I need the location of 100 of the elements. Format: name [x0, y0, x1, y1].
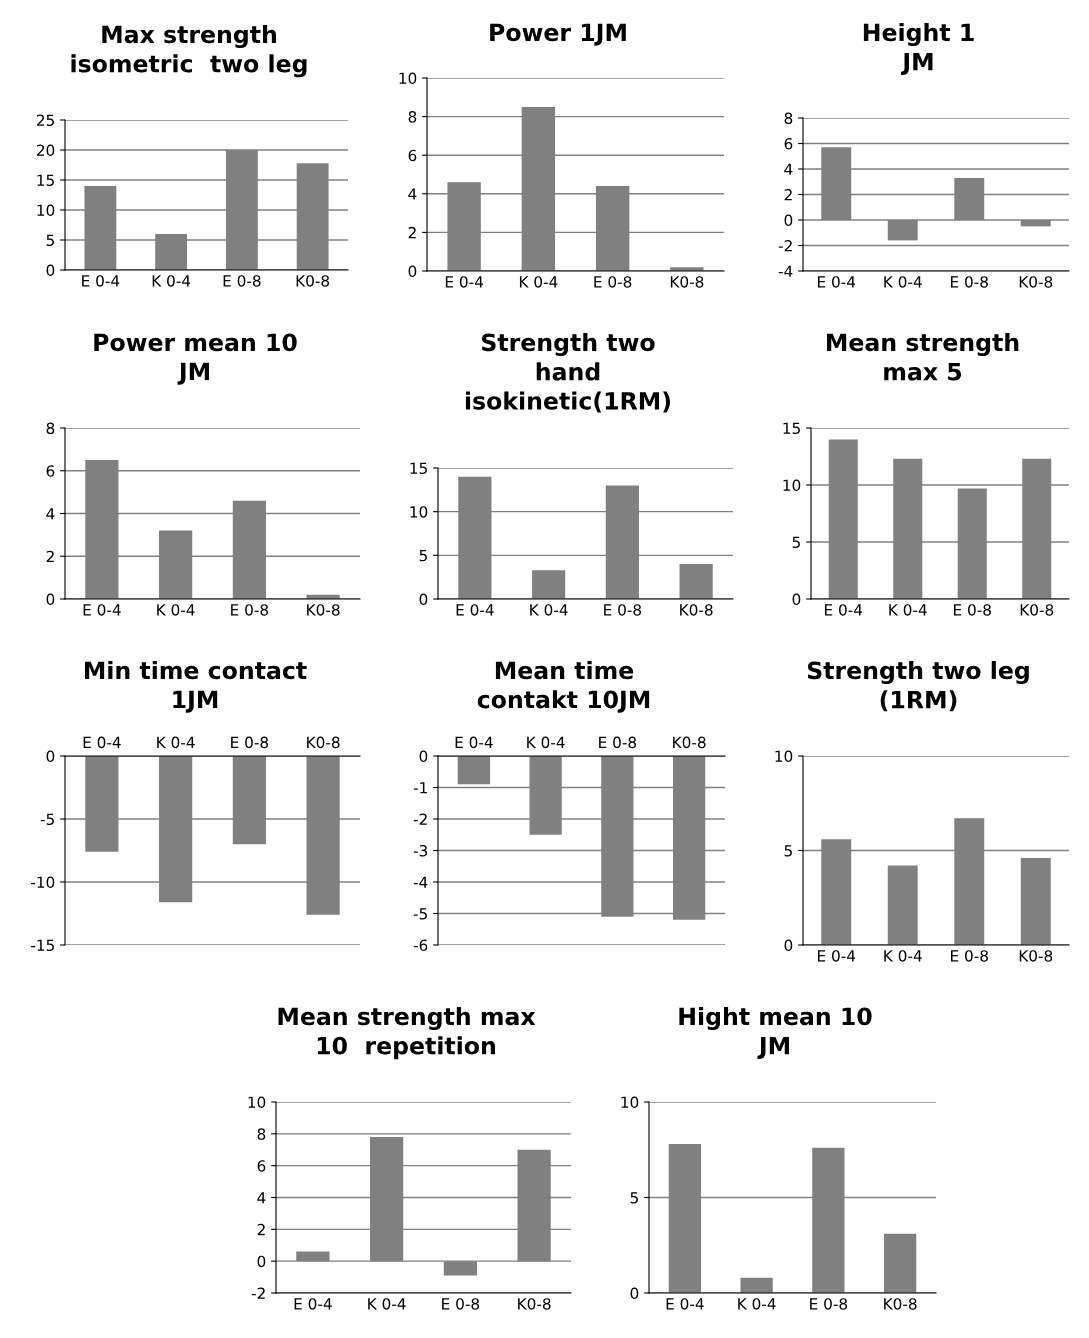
x-tick-label: K 0-4	[530, 604, 568, 616]
y-tick-label: 10	[775, 750, 793, 763]
y-tick-label: 5	[419, 550, 427, 562]
x-tick-label: K 0-4	[157, 736, 195, 749]
y-tick-label: 15	[783, 422, 800, 435]
y-tick-label: 0	[257, 1255, 266, 1268]
y-tick-label: 0	[419, 750, 428, 763]
y-tick-label: 6	[784, 137, 793, 150]
y-tick-label: 4	[46, 508, 55, 520]
x-tick-label: E 0-8	[810, 1298, 848, 1310]
chart-title: Mean strength max 5	[827, 333, 1019, 381]
y-tick-label: 2	[784, 188, 792, 201]
y-tick-label: 2	[408, 226, 416, 239]
bar	[532, 570, 566, 599]
y-tick-label: 25	[36, 114, 54, 127]
y-tick-label: 10	[783, 479, 801, 492]
y-tick-label: 0	[792, 593, 801, 606]
x-tick-label: K 0-4	[884, 276, 922, 288]
x-tick-label: K 0-4	[157, 604, 195, 616]
x-tick-label: K 0-4	[152, 275, 191, 287]
x-tick-label: E 0-8	[231, 604, 269, 616]
y-tick-label: -2	[778, 239, 792, 252]
y-tick-label: -6	[413, 939, 428, 952]
x-tick-label: E 0-4	[455, 736, 493, 749]
y-tick-label: 8	[257, 1128, 266, 1140]
x-tick-label: K0-8	[680, 604, 713, 616]
y-tick-label: 6	[257, 1160, 266, 1172]
y-tick-label: 2	[46, 550, 54, 563]
x-tick-label: E 0-8	[231, 736, 269, 749]
x-tick-label: E 0-8	[599, 736, 637, 749]
y-tick-label: -4	[413, 876, 428, 888]
y-tick-label: 4	[408, 188, 417, 200]
chart-title: Min time contact 1JM	[84, 661, 307, 713]
bar	[883, 1233, 917, 1293]
chart-title: Max strength isometric two leg	[71, 25, 307, 78]
y-tick-label: 8	[784, 112, 793, 125]
x-tick-label: K 0-4	[738, 1298, 776, 1310]
x-tick-label: K 0-4	[884, 950, 922, 962]
y-tick-label: 0	[46, 750, 55, 763]
x-tick-label: E 0-8	[604, 604, 642, 616]
y-tick-label: 0	[408, 265, 417, 278]
y-tick-label: 0	[46, 264, 55, 277]
bar	[740, 1277, 773, 1293]
y-tick-label: 0	[419, 593, 428, 606]
y-tick-label: -10	[31, 876, 55, 889]
x-tick-label: E 0-8	[951, 276, 988, 288]
y-tick-label: 10	[248, 1096, 266, 1109]
y-tick-label: 0	[630, 1287, 639, 1300]
y-tick-label: 5	[784, 845, 792, 857]
x-tick-label: E 0-4	[83, 604, 121, 616]
bar	[1020, 858, 1051, 945]
chart-title: Height 1 JM	[863, 23, 974, 75]
y-tick-label: 4	[784, 163, 793, 175]
x-tick-label: E 0-8	[951, 950, 988, 962]
x-tick-label: K 0-4	[368, 1298, 406, 1310]
y-tick-label: -15	[31, 939, 54, 952]
chart-title: Strength two hand isokinetic(1RM)	[465, 333, 670, 413]
y-tick-label: -5	[413, 908, 427, 920]
y-tick-label: 0	[46, 593, 55, 606]
y-tick-label: 2	[257, 1223, 265, 1236]
chart-title: Power 1JM	[490, 23, 626, 46]
x-tick-label: E 0-4	[818, 276, 856, 288]
chart-title: Power mean 10 JM	[94, 333, 297, 385]
y-tick-label: 15	[37, 174, 54, 187]
x-tick-label: K0-8	[296, 275, 330, 287]
x-tick-label: K0-8	[884, 1298, 917, 1310]
x-tick-label: K0-8	[670, 276, 704, 288]
chart-title: Mean time contakt 10JM	[477, 661, 650, 713]
y-tick-label: 10	[37, 204, 55, 217]
x-tick-label: E 0-4	[445, 276, 483, 288]
x-tick-label: K0-8	[1020, 604, 1054, 616]
y-tick-label: 5	[46, 234, 54, 247]
y-tick-label: 6	[46, 465, 55, 477]
y-tick-label: -3	[413, 844, 428, 857]
y-tick-label: 10	[399, 72, 417, 85]
x-tick-label: E 0-8	[223, 275, 261, 287]
y-tick-label: 10	[410, 506, 428, 518]
y-tick-label: 8	[408, 111, 417, 123]
x-tick-label: E 0-4	[82, 275, 120, 287]
x-tick-label: K0-8	[1019, 950, 1053, 962]
y-tick-label: -5	[40, 813, 54, 826]
y-tick-label: 6	[408, 149, 417, 162]
x-tick-label: E 0-4	[818, 950, 856, 962]
x-tick-label: K0-8	[673, 736, 706, 749]
chart-title: Mean strength max 10 repetition	[278, 1007, 536, 1060]
x-tick-label: K0-8	[1019, 276, 1053, 288]
x-tick-label: K0-8	[307, 604, 340, 616]
x-tick-label: K0-8	[307, 736, 340, 749]
y-tick-label: 5	[630, 1192, 638, 1204]
y-tick-label: 5	[792, 536, 800, 549]
x-tick-label: K 0-4	[889, 604, 927, 616]
chart-title: Strength two leg (1RM)	[807, 661, 1029, 712]
x-tick-label: E 0-4	[294, 1298, 332, 1310]
y-tick-label: -2	[251, 1287, 265, 1299]
y-tick-label: -4	[778, 265, 793, 277]
y-tick-label: 4	[257, 1192, 266, 1204]
x-tick-label: E 0-8	[594, 276, 632, 288]
bar	[887, 865, 918, 945]
x-tick-label: K 0-4	[527, 736, 565, 749]
y-tick-label: 0	[784, 939, 793, 952]
